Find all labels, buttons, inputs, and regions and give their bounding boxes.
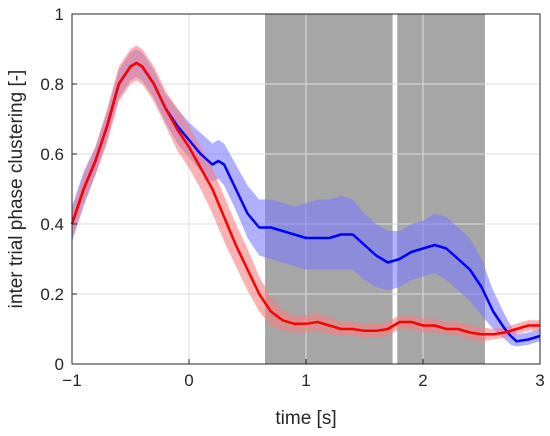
shaded-regions	[265, 14, 486, 364]
shaded-region-1	[265, 14, 393, 364]
x-tick-label-2: 1	[301, 371, 310, 390]
series-2-band	[72, 45, 540, 342]
y-tick-label-4: 0.8	[40, 75, 64, 94]
y-axis-label: inter trial phase clustering [-]	[6, 70, 27, 309]
y-tick-labels: 0 0.2 0.4 0.6 0.8 1	[40, 5, 64, 374]
confidence-bands	[72, 45, 540, 347]
x-tick-label-4: 3	[535, 371, 544, 390]
x-tick-label-1: 0	[184, 371, 193, 390]
y-tick-label-0: 0	[55, 355, 64, 374]
x-tick-label-3: 2	[418, 371, 427, 390]
series-lines	[70, 61, 541, 343]
y-tick-label-1: 0.2	[40, 285, 64, 304]
x-tick-labels: −1 0 1 2 3	[62, 371, 544, 390]
y-tick-label-3: 0.6	[40, 145, 64, 164]
tick-marks	[71, 13, 541, 365]
series-2-line	[70, 61, 540, 336]
x-axis-label: time [s]	[275, 408, 336, 429]
y-tick-label-2: 0.4	[40, 215, 64, 234]
y-tick-label-5: 1	[55, 5, 64, 24]
shaded-region-2	[397, 14, 486, 364]
series-1-band	[72, 49, 540, 347]
x-tick-label-0: −1	[62, 371, 81, 390]
